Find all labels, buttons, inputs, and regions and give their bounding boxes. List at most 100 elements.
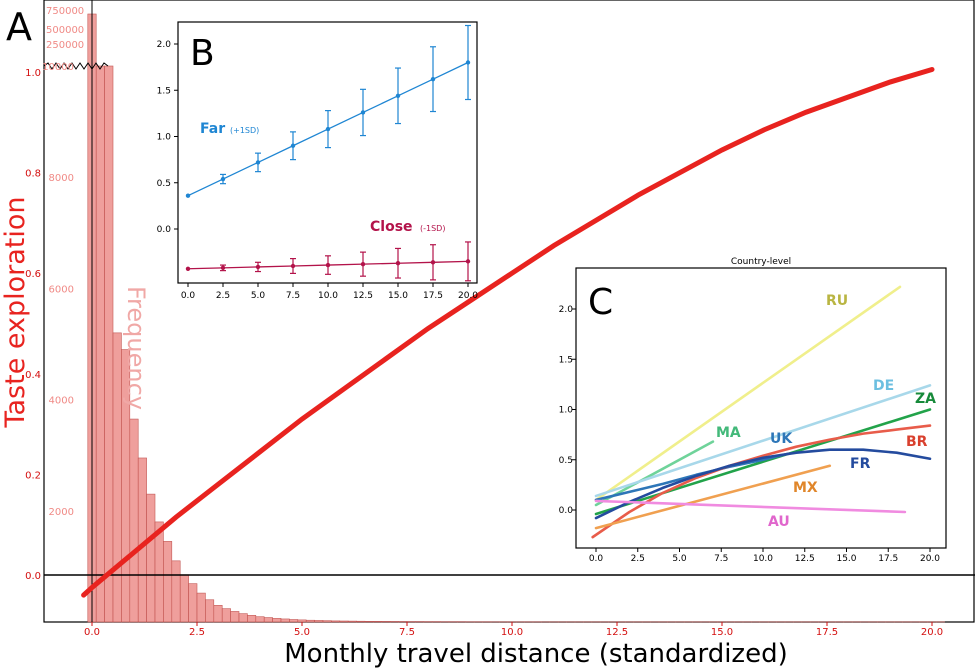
inset-c-x-tick-label: 20.0 <box>920 554 940 564</box>
histogram-bar <box>163 541 173 623</box>
inset-c-title: Country-level <box>731 257 791 267</box>
far-label: Far <box>200 121 225 137</box>
country-label: BR <box>906 434 928 450</box>
inset-b-y-tick-label: 2.0 <box>157 40 172 50</box>
histogram-bar <box>289 619 299 623</box>
inset-b-point <box>395 261 401 266</box>
panel-label-b: B <box>190 33 215 74</box>
histogram-bar <box>339 620 349 623</box>
x-tick-label: 7.5 <box>399 627 415 638</box>
inset-b-point <box>430 260 436 265</box>
y-tick-label: 0.6 <box>25 269 41 280</box>
freq-tick-label: 6000 <box>49 284 74 295</box>
x-tick-label: 10.0 <box>501 627 523 638</box>
inset-b-point <box>185 193 191 198</box>
histogram-bar <box>205 599 215 623</box>
country-label: FR <box>850 456 871 472</box>
close-label-suffix: (-1SD) <box>420 224 445 233</box>
histogram-bar <box>331 620 341 623</box>
panel-label-a: A <box>6 5 32 49</box>
histogram-bar <box>364 621 374 623</box>
country-label: AU <box>768 514 790 530</box>
inset-c-country-line <box>594 408 932 516</box>
inset-b-point <box>255 160 261 165</box>
freq-tick-label: 2000 <box>49 507 74 518</box>
freq-break-tick-label: 250000 <box>46 40 84 51</box>
x-tick-label: 15.0 <box>711 627 733 638</box>
trend-line <box>81 66 935 598</box>
histogram-bar <box>146 493 156 623</box>
inset-c-x-tick-label: 0.0 <box>589 554 604 564</box>
inset-b-point <box>220 265 226 271</box>
histogram-bar <box>196 592 206 623</box>
histogram-bar <box>129 418 139 623</box>
inset-b-y-tick-label: 1.5 <box>157 86 171 96</box>
inset-b-x-tick-label: 20.0 <box>458 291 478 301</box>
country-label: DE <box>873 378 894 394</box>
histogram-bar <box>272 618 282 623</box>
y-tick-label: 0.0 <box>25 571 41 582</box>
axis-break-marker <box>43 62 109 70</box>
inset-c-x-tick-label: 12.5 <box>795 554 815 564</box>
histogram-bar <box>188 583 198 623</box>
close-label: Close <box>370 219 413 235</box>
inset-c-y-tick-label: 0.0 <box>559 506 574 516</box>
panel-label-c: C <box>588 282 613 323</box>
inset-b-x-tick-label: 7.5 <box>286 291 300 301</box>
country-label: ZA <box>915 391 936 407</box>
histogram-bar <box>297 619 307 623</box>
x-tick-label: 2.5 <box>189 627 205 638</box>
x-tick-label: 5.0 <box>294 627 310 638</box>
histogram-bar <box>213 605 223 623</box>
inset-c-country-line <box>594 499 907 514</box>
inset-b-point <box>255 264 261 270</box>
inset-b-point <box>290 143 296 148</box>
inset-b-point <box>220 176 226 182</box>
histogram-bar <box>322 620 332 623</box>
inset-c-x-tick-label: 7.5 <box>714 554 728 564</box>
inset-c-country-line <box>594 285 902 502</box>
inset-c-x-tick-label: 10.0 <box>753 554 773 564</box>
histogram-bar <box>280 618 290 623</box>
inset-c-country-line <box>594 464 832 530</box>
country-label: MA <box>716 425 741 441</box>
histogram-bar <box>347 620 357 623</box>
inset-c-y-tick-label: 0.5 <box>559 456 573 466</box>
far-label-suffix: (+1SD) <box>230 126 259 135</box>
inset-c-x-tick-label: 2.5 <box>631 554 645 564</box>
y-tick-label: 0.4 <box>25 370 41 381</box>
histogram-bar <box>381 621 391 623</box>
inset-b-x-tick-label: 15.0 <box>388 291 408 301</box>
freq-break-tick-label: 750000 <box>46 6 84 17</box>
frequency-axis-label: Frequency <box>122 286 150 410</box>
country-label: MX <box>793 480 818 496</box>
inset-c-x-tick-label: 15.0 <box>836 554 856 564</box>
inset-c-country-line <box>594 448 932 520</box>
inset-c-country-line <box>594 384 932 498</box>
y-tick-label: 1.0 <box>25 68 41 79</box>
x-axis-label: Monthly travel distance (standardized) <box>284 639 787 668</box>
inset-c-x-tick-label: 17.5 <box>878 554 898 564</box>
histogram-bar <box>179 574 189 623</box>
inset-b-x-tick-label: 0.0 <box>181 291 196 301</box>
freq-break-tick-label: 500000 <box>46 25 84 36</box>
x-tick-label: 0.0 <box>84 627 100 638</box>
histogram-bar <box>112 332 122 623</box>
freq-tick-label: 10000 <box>42 62 74 73</box>
x-tick-label: 12.5 <box>606 627 628 638</box>
histogram-bar <box>255 616 265 623</box>
x-tick-label: 20.0 <box>921 627 943 638</box>
histogram-bar <box>104 65 114 623</box>
y-tick-label: 0.8 <box>25 169 41 180</box>
inset-c-x-tick-label: 5.0 <box>672 554 687 564</box>
inset-b-point <box>325 262 331 268</box>
inset-b-x-tick-label: 17.5 <box>423 291 443 301</box>
histogram-bar <box>373 621 383 623</box>
inset-b-x-tick-label: 10.0 <box>318 291 338 301</box>
inset-b-x-tick-label: 2.5 <box>216 291 230 301</box>
histogram-bar <box>356 620 366 623</box>
inset-b-point <box>290 263 296 269</box>
histogram-bar <box>247 615 257 623</box>
